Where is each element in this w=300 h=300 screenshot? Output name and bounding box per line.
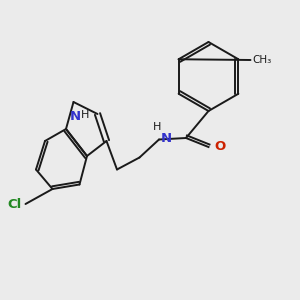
- Text: Cl: Cl: [8, 197, 22, 211]
- Text: N: N: [69, 110, 81, 122]
- Text: H: H: [81, 110, 89, 119]
- Text: H: H: [153, 122, 162, 132]
- Text: CH₃: CH₃: [252, 55, 271, 65]
- Text: O: O: [214, 140, 225, 154]
- Text: N: N: [160, 132, 172, 146]
